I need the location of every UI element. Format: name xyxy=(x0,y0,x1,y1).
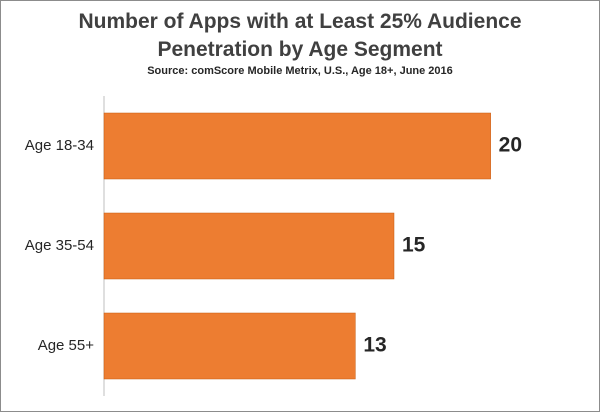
value-label-0: 20 xyxy=(499,134,522,157)
value-label-2: 13 xyxy=(363,334,386,357)
category-label-2: Age 55+ xyxy=(38,337,95,354)
chart-title-line-1: Number of Apps with at Least 25% Audienc… xyxy=(78,10,522,33)
bar-2 xyxy=(103,312,356,380)
category-label-1: Age 35-54 xyxy=(25,237,94,254)
chart-subtitle: Source: comScore Mobile Metrix, U.S., Ag… xyxy=(147,65,453,77)
category-label-0: Age 18-34 xyxy=(25,137,94,154)
chart-title-line-2: Penetration by Age Segment xyxy=(157,38,443,61)
bar-1 xyxy=(103,212,395,280)
bar-0 xyxy=(103,112,491,180)
value-label-1: 15 xyxy=(402,234,426,257)
